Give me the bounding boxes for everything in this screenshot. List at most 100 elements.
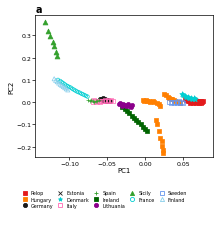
Point — [102, 100, 105, 104]
Point — [69, 86, 73, 90]
Point — [59, 83, 62, 87]
Point — [157, 103, 161, 107]
Point — [99, 100, 102, 104]
Point — [168, 96, 171, 100]
Point — [201, 100, 205, 103]
Point — [132, 116, 136, 120]
Point — [64, 84, 68, 88]
Point — [196, 99, 200, 103]
Point — [193, 100, 196, 104]
Point — [101, 99, 104, 102]
Point — [105, 98, 108, 102]
Point — [51, 41, 54, 45]
Point — [196, 100, 199, 104]
Point — [96, 100, 99, 104]
Point — [103, 99, 106, 103]
Point — [156, 100, 160, 103]
Point — [186, 100, 189, 103]
Point — [192, 100, 195, 103]
Point — [189, 97, 192, 100]
Point — [63, 83, 66, 87]
Point — [66, 85, 70, 88]
Point — [60, 84, 64, 88]
Point — [108, 100, 111, 103]
Point — [194, 101, 198, 104]
Point — [123, 104, 126, 107]
Point — [164, 100, 167, 104]
Point — [155, 102, 158, 106]
Point — [193, 99, 197, 103]
Point — [164, 94, 167, 98]
Point — [55, 55, 59, 59]
Point — [141, 99, 145, 102]
Point — [64, 88, 68, 91]
Point — [63, 86, 66, 90]
Point — [149, 100, 152, 104]
Point — [62, 82, 65, 86]
Point — [134, 119, 138, 122]
X-axis label: PC1: PC1 — [118, 167, 131, 173]
Point — [78, 91, 82, 95]
Point — [187, 98, 190, 102]
Point — [178, 101, 182, 105]
Point — [154, 119, 158, 122]
Point — [156, 123, 159, 127]
Point — [200, 101, 203, 105]
Point — [193, 97, 197, 101]
Point — [189, 99, 192, 102]
Point — [60, 81, 64, 85]
Point — [106, 99, 110, 103]
Point — [81, 93, 85, 97]
Point — [174, 100, 177, 103]
Point — [161, 152, 164, 156]
Point — [188, 101, 192, 105]
Point — [68, 86, 71, 89]
Point — [160, 144, 164, 148]
Point — [183, 95, 186, 98]
Point — [172, 102, 176, 105]
Point — [175, 100, 179, 104]
Point — [100, 99, 104, 103]
Point — [104, 100, 108, 103]
Point — [190, 99, 194, 103]
Point — [162, 149, 165, 152]
Point — [72, 88, 76, 92]
Point — [103, 98, 107, 101]
Point — [185, 99, 189, 103]
Point — [105, 100, 109, 103]
Point — [139, 123, 142, 127]
Point — [197, 102, 201, 106]
Point — [191, 102, 195, 105]
Point — [151, 100, 154, 103]
Point — [62, 85, 65, 89]
Point — [103, 99, 107, 103]
Point — [159, 136, 162, 140]
Point — [106, 99, 110, 103]
Point — [83, 94, 86, 97]
Point — [143, 100, 146, 103]
Point — [99, 98, 103, 102]
Point — [167, 100, 170, 104]
Point — [91, 100, 95, 103]
Point — [199, 101, 202, 105]
Point — [117, 103, 120, 107]
Point — [46, 30, 50, 33]
Point — [171, 98, 174, 102]
Point — [86, 99, 90, 103]
Legend: Pelop, Hungary, Germany, Estonia, Denmark, Italy, Spain, Ireland, Lithuania, Sic: Pelop, Hungary, Germany, Estonia, Denmar… — [20, 191, 187, 208]
Point — [200, 100, 203, 104]
Point — [129, 105, 132, 109]
Point — [158, 100, 161, 104]
Point — [127, 112, 131, 116]
Point — [160, 140, 164, 143]
Point — [155, 100, 158, 104]
Point — [180, 93, 183, 97]
Point — [137, 121, 140, 125]
Point — [159, 104, 162, 108]
Point — [130, 103, 134, 107]
Point — [165, 100, 169, 103]
Point — [184, 95, 188, 99]
Point — [143, 128, 147, 131]
Point — [190, 97, 194, 101]
Point — [80, 92, 83, 96]
